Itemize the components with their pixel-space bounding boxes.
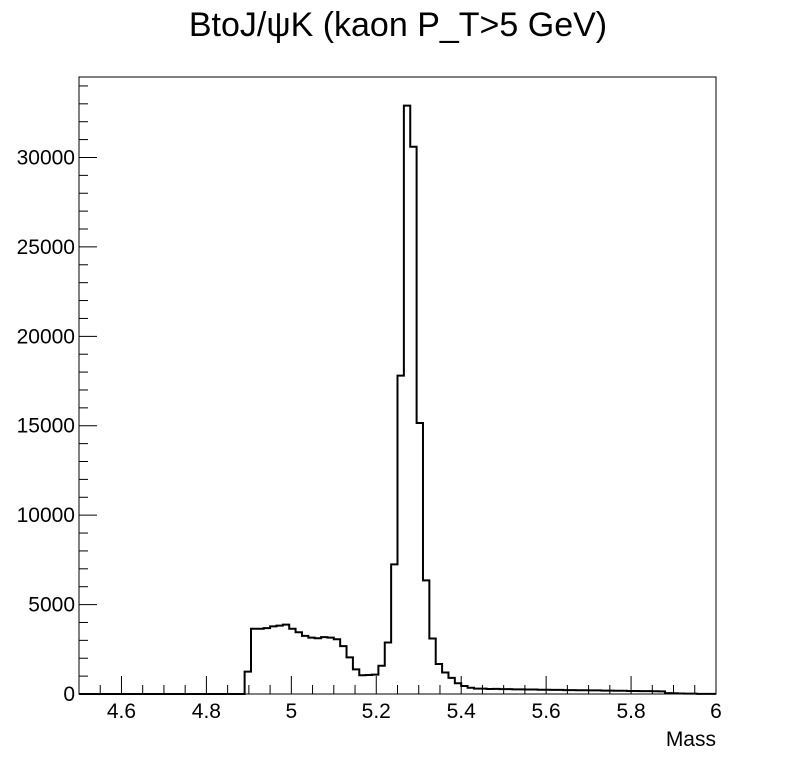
chart-title: BtoJ/ψK (kaon P_T>5 GeV) <box>188 6 608 44</box>
x-axis: 4.6 4.8 5 5.2 5.4 5.6 5.8 6 <box>78 676 722 723</box>
x-tick-label: 5 <box>285 700 297 723</box>
y-tick-label: 30000 <box>17 146 75 169</box>
y-axis: 0 5000 10000 15000 20000 25000 30000 <box>17 85 97 706</box>
x-tick-label: 5.4 <box>447 700 477 723</box>
y-tick-label: 5000 <box>28 594 75 617</box>
y-tick-label: 0 <box>63 683 75 706</box>
x-tick-label: 4.8 <box>192 700 221 723</box>
x-tick-label: 5.2 <box>362 700 391 723</box>
x-tick-label: 5.8 <box>616 700 645 723</box>
y-tick-label: 15000 <box>17 415 75 438</box>
y-tick-label: 25000 <box>17 236 75 259</box>
y-tick-label: 20000 <box>17 325 75 348</box>
x-tick-label: 6 <box>710 700 722 723</box>
x-axis-label: Mass <box>665 728 716 751</box>
histogram-series-line <box>79 104 716 695</box>
x-tick-label: 4.6 <box>107 700 136 723</box>
x-tick-label: 5.6 <box>532 700 561 723</box>
y-tick-label: 10000 <box>17 504 75 527</box>
